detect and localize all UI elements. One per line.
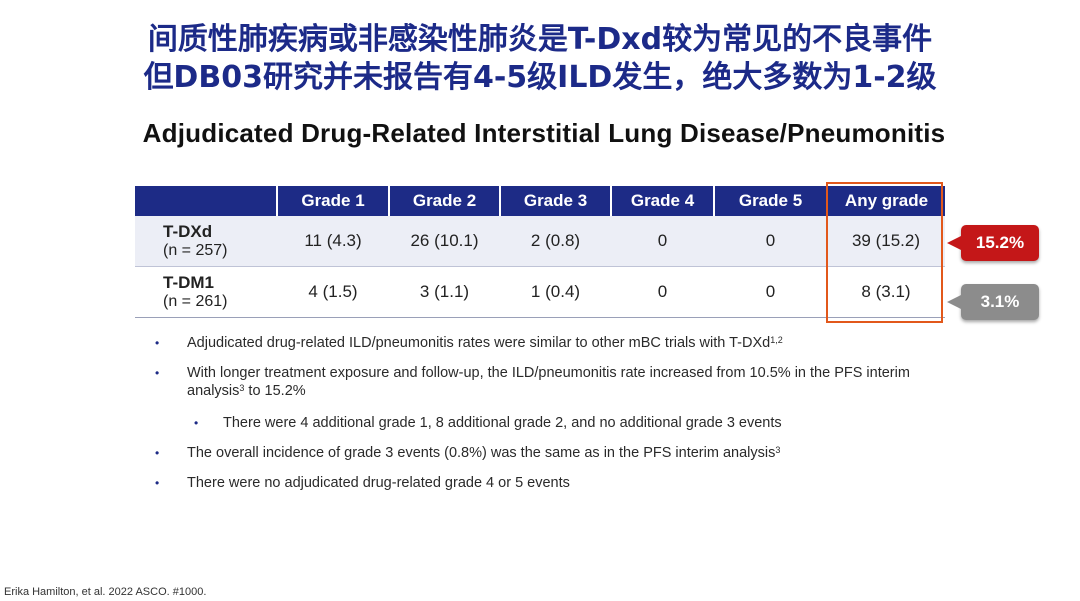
any-grade-highlight-box <box>826 182 943 323</box>
page-title-line-1: 间质性肺疾病或非感染性肺炎是T-Dxd较为常见的不良事件 <box>147 22 933 57</box>
header-grade-1: Grade 1 <box>276 186 389 216</box>
header-grade-3: Grade 3 <box>499 186 611 216</box>
bullet-dot-icon: • <box>155 476 160 490</box>
bullet-dot-icon: • <box>194 416 199 430</box>
table-cell: 11 (4.3) <box>277 216 389 267</box>
table-cell: 4 (1.5) <box>277 266 389 318</box>
bullet-dot-icon: • <box>155 336 160 350</box>
table-header-row: Grade 1 Grade 2 Grade 3 Grade 4 Grade 5 … <box>135 186 945 216</box>
bullet-text: Adjudicated drug-related ILD/pneumonitis… <box>187 335 771 351</box>
bullet-dot-icon: • <box>155 446 160 460</box>
arm-n: (n = 261) <box>163 293 228 310</box>
arm-name: T-DM1 <box>163 273 214 292</box>
table-cell-any-grade: 39 (15.2) <box>827 216 945 267</box>
table-row-tdm1: T-DM1 (n = 261) 4 (1.5) 3 (1.1) 1 (0.4) … <box>135 266 945 318</box>
table-row-tdxd: T-DXd (n = 257) 11 (4.3) 26 (10.1) 2 (0.… <box>135 216 945 267</box>
bullet-list: • Adjudicated drug-related ILD/pneumonit… <box>150 334 910 504</box>
bullet-item: • Adjudicated drug-related ILD/pneumonit… <box>150 334 910 352</box>
header-corner <box>135 186 277 216</box>
superscript-ref: 3 <box>775 445 781 455</box>
table-cell: 0 <box>611 266 714 318</box>
table-cell: 0 <box>714 216 827 267</box>
table-subtitle: Adjudicated Drug-Related Interstitial Lu… <box>142 118 946 148</box>
bullet-item: • The overall incidence of grade 3 event… <box>150 444 910 462</box>
badge-label: 3.1% <box>980 292 1020 311</box>
ild-table: Grade 1 Grade 2 Grade 3 Grade 4 Grade 5 … <box>135 186 945 318</box>
bullet-text: There were no adjudicated drug-related g… <box>187 475 570 491</box>
table-cell: 1 (0.4) <box>500 266 611 318</box>
bullet-text: With longer treatment exposure and follo… <box>187 365 910 399</box>
bullet-text: The overall incidence of grade 3 events … <box>187 445 776 461</box>
arm-cell: T-DXd (n = 257) <box>135 216 277 267</box>
table-cell: 3 (1.1) <box>389 266 500 318</box>
badge-pointer-arrow <box>947 295 961 309</box>
arm-cell: T-DM1 (n = 261) <box>135 266 277 318</box>
table-cell: 26 (10.1) <box>389 216 500 267</box>
bullet-text-tail: to 15.2% <box>244 383 306 399</box>
tdxd-rate-badge: 15.2% <box>947 225 1039 261</box>
bullet-text: There were 4 additional grade 1, 8 addit… <box>223 415 782 431</box>
table-cell: 0 <box>714 266 827 318</box>
superscript-ref: 3 <box>239 383 245 393</box>
bullet-item: • With longer treatment exposure and fol… <box>150 364 910 400</box>
header-any-grade: Any grade <box>826 186 945 216</box>
badge-pointer-arrow <box>947 236 961 250</box>
badge-label: 15.2% <box>975 233 1025 252</box>
table-cell: 0 <box>611 216 714 267</box>
header-grade-5: Grade 5 <box>713 186 827 216</box>
header-grade-4: Grade 4 <box>610 186 714 216</box>
bullet-dot-icon: • <box>155 366 160 380</box>
citation-footnote: Erika Hamilton, et al. 2022 ASCO. #1000. <box>4 586 207 598</box>
tdm1-rate-badge: 3.1% <box>947 284 1039 320</box>
superscript-ref: 1,2 <box>770 335 783 345</box>
page-title-line-2: 但DB03研究并未报告有4-5级ILD发生，绝大多数为1-2级 <box>143 60 937 95</box>
table-cell-any-grade: 8 (3.1) <box>827 266 945 318</box>
bullet-item: • There were no adjudicated drug-related… <box>150 474 910 492</box>
bullet-sub-item: • There were 4 additional grade 1, 8 add… <box>150 414 910 432</box>
table-cell: 2 (0.8) <box>500 216 611 267</box>
arm-n: (n = 257) <box>163 242 228 259</box>
header-grade-2: Grade 2 <box>388 186 500 216</box>
arm-name: T-DXd <box>163 222 213 241</box>
